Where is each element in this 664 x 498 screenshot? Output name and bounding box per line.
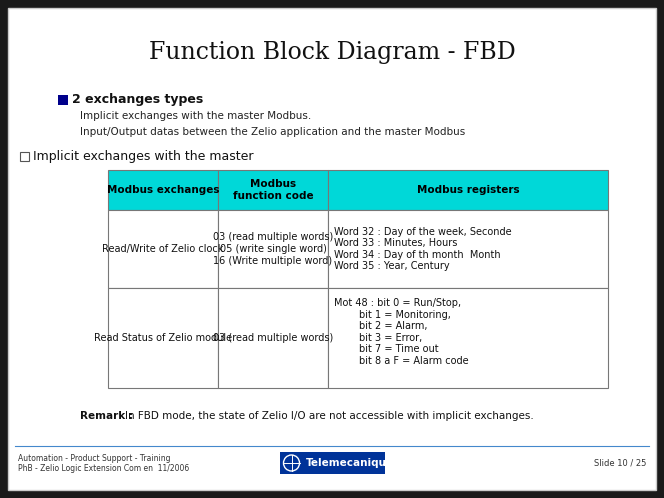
Bar [280, 452, 384, 474]
Text: Implicit exchanges with the master Modbus.: Implicit exchanges with the master Modbu… [80, 111, 311, 121]
Bar [218, 170, 328, 210]
Text: In FBD mode, the state of Zelio I/O are not accessible with implicit exchanges.: In FBD mode, the state of Zelio I/O are … [125, 411, 534, 421]
Bar [20, 152, 29, 161]
Text: Read Status of Zelio module: Read Status of Zelio module [94, 333, 232, 343]
Bar [328, 288, 608, 388]
Text: Slide 10 / 25: Slide 10 / 25 [594, 459, 646, 468]
Text: Telemecanique: Telemecanique [305, 458, 394, 468]
Text: 03 (read multiple words): 03 (read multiple words) [213, 333, 333, 343]
Bar [58, 95, 68, 105]
Bar [328, 210, 608, 288]
Bar [328, 170, 608, 210]
Text: Function Block Diagram - FBD: Function Block Diagram - FBD [149, 40, 515, 64]
Text: 2 exchanges types: 2 exchanges types [72, 94, 203, 107]
Text: Remark :: Remark : [80, 411, 133, 421]
Text: Modbus registers: Modbus registers [417, 185, 519, 195]
Bar [108, 288, 218, 388]
Text: Automation - Product Support - Training: Automation - Product Support - Training [18, 454, 171, 463]
Text: Read/Write of Zelio clock: Read/Write of Zelio clock [102, 244, 224, 254]
Text: 03 (read multiple words)
05 (write single word)
16 (Write multiple word): 03 (read multiple words) 05 (write singl… [213, 233, 333, 265]
Bar [108, 210, 218, 288]
Text: Modbus exchanges: Modbus exchanges [107, 185, 219, 195]
Bar [218, 210, 328, 288]
Text: Mot 48 : bit 0 = Run/Stop,
        bit 1 = Monitoring,
        bit 2 = Alarm,
  : Mot 48 : bit 0 = Run/Stop, bit 1 = Monit… [334, 298, 469, 366]
Bar [108, 170, 218, 210]
Text: Word 32 : Day of the week, Seconde
Word 33 : Minutes, Hours
Word 34 : Day of th : Word 32 : Day of the week, Seconde Word … [334, 227, 512, 271]
Text: Input/Output datas between the Zelio application and the master Modbus: Input/Output datas between the Zelio app… [80, 127, 465, 137]
Bar [218, 288, 328, 388]
Text: PhB - Zelio Logic Extension Com en  11/2006: PhB - Zelio Logic Extension Com en 11/20… [18, 464, 189, 473]
Text: Modbus
function code: Modbus function code [232, 179, 313, 201]
Text: Implicit exchanges with the master: Implicit exchanges with the master [33, 150, 254, 163]
